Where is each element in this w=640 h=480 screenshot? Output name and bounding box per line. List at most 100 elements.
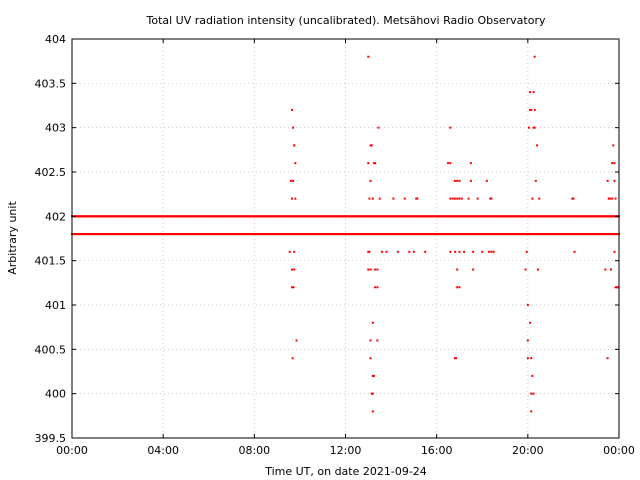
data-point [571,197,574,200]
data-point [531,374,534,377]
data-point [293,144,296,147]
data-point [408,250,411,253]
data-point [458,197,461,200]
data-point [396,250,399,253]
data-point [476,197,479,200]
data-point [371,197,374,200]
data-point [481,250,484,253]
data-point [369,339,372,342]
data-point [453,357,456,360]
data-point [371,410,374,413]
y-tick-label: 404 [45,33,66,46]
data-point [371,374,374,377]
x-tick-label: 04:00 [147,444,179,457]
x-tick-label: 16:00 [421,444,453,457]
data-point [290,268,293,271]
data-point [613,162,616,165]
data-point [374,268,377,271]
data-point [292,286,295,289]
data-point [604,268,607,271]
y-tick-label: 400 [45,388,66,401]
x-axis-label: Time UT, on date 2021-09-24 [264,465,427,478]
data-point [463,250,466,253]
data-point [416,197,419,200]
data-point [612,144,615,147]
data-point [572,197,575,200]
data-point [530,410,533,413]
data-point [532,392,535,395]
data-point [369,144,372,147]
x-tick-label: 00:00 [56,444,88,457]
data-point [392,197,395,200]
data-point [492,250,495,253]
data-point [573,250,576,253]
data-point [449,197,452,200]
ticks-layer: 00:00 04:00 08:00 12:00 16:00 20:00 00:00399.5… [35,33,635,457]
data-point [533,126,536,129]
data-point [376,268,379,271]
data-point [529,321,532,324]
data-point [292,126,295,129]
grid-layer [72,39,619,438]
data-point [372,374,375,377]
y-tick-label: 403 [45,122,66,135]
data-point [525,250,528,253]
data-point [527,126,530,129]
data-point [370,392,373,395]
data-point [534,179,537,182]
data-point [367,55,370,58]
data-point [537,268,540,271]
data-point [447,162,450,165]
data-point [294,162,297,165]
data-point [371,321,374,324]
data-point [368,197,371,200]
data-point [615,286,618,289]
data-point [290,286,293,289]
data-point [529,108,532,111]
data-point [469,162,472,165]
data-point [290,108,293,111]
data-point [294,197,297,200]
data-point [613,250,616,253]
data-point [611,162,614,165]
data-point [451,197,454,200]
data-point [469,179,472,182]
data-point [530,392,533,395]
data-point [449,250,452,253]
data-point [291,357,294,360]
data-point [289,179,292,182]
y-tick-label: 401 [45,299,66,312]
data-point [377,126,380,129]
data-point [293,268,296,271]
data-point [369,179,372,182]
data-point [533,108,536,111]
data-point [369,268,372,271]
y-tick-label: 401.5 [35,255,67,268]
data-point [472,268,475,271]
data-point [453,250,456,253]
data-point [526,339,529,342]
data-point [488,250,491,253]
data-point [467,197,470,200]
data-point [606,357,609,360]
data-point [490,197,493,200]
data-point [453,197,456,200]
data-point [538,197,541,200]
y-tick-label: 402 [45,210,66,223]
data-point [367,250,370,253]
data-point [403,197,406,200]
x-tick-label: 00:00 [603,444,635,457]
data-point [456,179,459,182]
data-point [456,197,459,200]
x-tick-label: 08:00 [238,444,270,457]
data-point [367,162,370,165]
data-point [529,91,532,94]
data-point [485,179,488,182]
x-tick-label: 20:00 [512,444,544,457]
data-point [368,250,371,253]
data-point [611,197,614,200]
data-point [613,179,616,182]
data-point [288,250,291,253]
data-point [372,162,375,165]
